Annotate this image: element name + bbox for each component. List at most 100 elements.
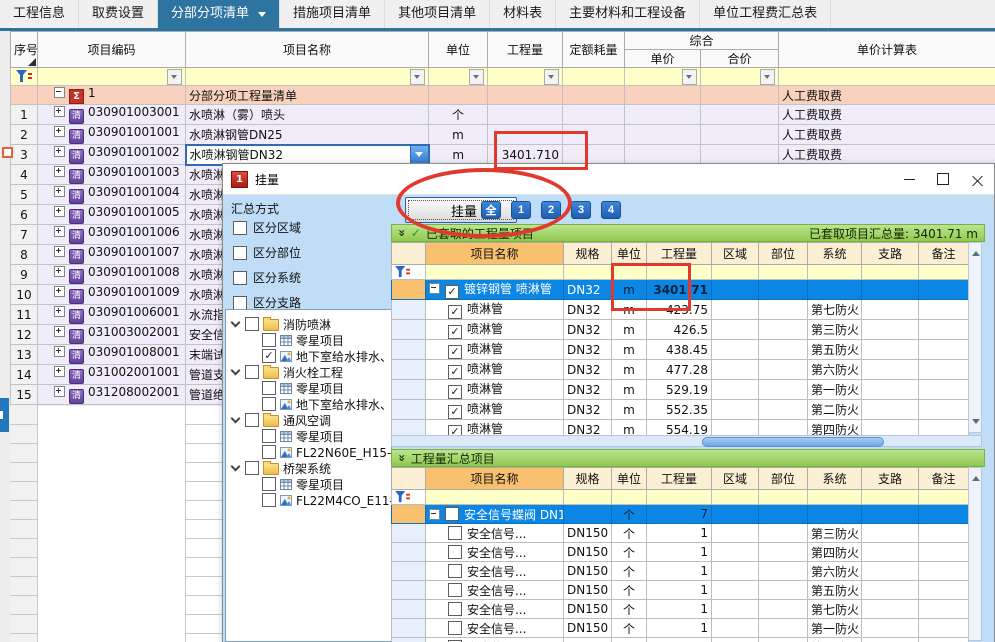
expand-icon[interactable]: [54, 306, 65, 317]
checkbox[interactable]: [233, 220, 247, 235]
fetched-child-row[interactable]: 喷淋管 DN32 m 426.5 第三防火: [391, 319, 969, 340]
expand-icon[interactable]: [54, 206, 65, 217]
option-by-region[interactable]: 区分区域: [233, 219, 301, 236]
fetched-child-row[interactable]: 喷淋管 DN32 m 529.19 第一防火: [391, 379, 969, 400]
fetched-child-row[interactable]: 喷淋管 DN32 m 477.28 第六防火: [391, 359, 969, 380]
col-system[interactable]: 系统: [807, 467, 862, 490]
tree-item[interactable]: 零星项目: [226, 332, 391, 348]
checkbox[interactable]: [262, 333, 276, 347]
collapse-icon[interactable]: [395, 454, 409, 462]
scrollbar-thumb[interactable]: [702, 437, 884, 447]
fetched-child-row[interactable]: 喷淋管 DN32 m 438.45 第五防火: [391, 339, 969, 360]
option-by-system[interactable]: 区分系统: [233, 269, 301, 286]
fetched-child-row[interactable]: 喷淋管 DN32 m 554.19 第四防火: [391, 419, 969, 440]
tab[interactable]: 措施项目清单: [280, 0, 386, 28]
col-header-total[interactable]: 合价: [699, 49, 780, 68]
checkbox[interactable]: [448, 639, 462, 642]
expand-icon[interactable]: [54, 386, 65, 397]
expand-icon[interactable]: [54, 246, 65, 257]
checkbox[interactable]: [262, 397, 276, 411]
checkbox[interactable]: [262, 445, 276, 459]
expand-icon[interactable]: [54, 186, 65, 197]
col-header-seq[interactable]: 序号: [10, 31, 38, 68]
checkbox[interactable]: [233, 295, 247, 310]
summary-section-header[interactable]: 工程量汇总项目: [391, 449, 985, 467]
expand-icon[interactable]: [54, 146, 65, 157]
option-by-part[interactable]: 区分部位: [233, 244, 301, 261]
summary-row[interactable]: 1 分部分项工程量清单 人工费取费: [10, 85, 995, 105]
col-unit[interactable]: 单位: [611, 242, 647, 265]
checkbox[interactable]: [233, 270, 247, 285]
col-header-quota[interactable]: 定额耗量: [562, 31, 625, 68]
checkbox[interactable]: [448, 385, 462, 399]
scroll-up-icon[interactable]: [972, 472, 980, 481]
filter-cell-name[interactable]: [185, 67, 429, 86]
boq-row-selected[interactable]: 3 030901001002 水喷淋钢管DN32 m 3401.710 人工费取…: [10, 143, 995, 166]
maximize-button[interactable]: [926, 167, 960, 191]
checkbox[interactable]: [448, 365, 462, 379]
fetched-section-header[interactable]: 已套取的工程量项目 已套取项目汇总量: 3401.71 m: [391, 224, 985, 242]
checkbox[interactable]: [245, 317, 259, 331]
filter-icon[interactable]: [10, 67, 38, 86]
col-region[interactable]: 区域: [711, 242, 759, 265]
tab[interactable]: 主要材料和工程设备: [556, 0, 701, 28]
checkbox[interactable]: [245, 365, 259, 379]
filter-cell-total[interactable]: [699, 67, 780, 86]
tree-item[interactable]: 地下室给水排水、: [226, 396, 391, 412]
col-spec[interactable]: 规格: [563, 467, 612, 490]
tree-item[interactable]: 零星项目: [226, 476, 391, 492]
checkbox[interactable]: [445, 285, 459, 299]
filter-cell-unit[interactable]: [428, 67, 488, 86]
filter-dropdown-icon[interactable]: [469, 68, 484, 85]
summary-vscrollbar[interactable]: [968, 467, 982, 641]
expand-icon[interactable]: [54, 166, 65, 177]
quick-filter-button[interactable]: 4: [601, 201, 621, 219]
tree-item[interactable]: 零星项目: [226, 428, 391, 444]
boq-row[interactable]: 2 030901001001 水喷淋钢管DN25 m 人工费取费: [10, 124, 995, 145]
filter-cell-price[interactable]: [624, 67, 701, 86]
tab[interactable]: 单位工程费汇总表: [700, 0, 832, 28]
filter-cell-quota[interactable]: [562, 67, 625, 86]
collapse-icon[interactable]: [395, 229, 409, 237]
tab[interactable]: 分部分项清单: [158, 0, 281, 28]
checkbox[interactable]: [245, 461, 259, 475]
col-qty[interactable]: 工程量: [646, 242, 712, 265]
tab[interactable]: 取费设置: [79, 0, 159, 28]
chevron-down-icon[interactable]: [230, 365, 241, 376]
checkbox[interactable]: [262, 477, 276, 491]
fetched-child-row[interactable]: 喷淋管 DN32 m 552.35 第二防火: [391, 399, 969, 420]
col-header-code[interactable]: 项目编码: [37, 31, 186, 68]
expand-icon[interactable]: [54, 286, 65, 297]
checkbox[interactable]: [448, 345, 462, 359]
tree-group[interactable]: 通风空调: [226, 412, 391, 428]
col-note[interactable]: 备注: [918, 242, 969, 265]
expand-icon[interactable]: [54, 266, 65, 277]
summary-child-row[interactable]: 安全信号... DN150 个 1 第二防火: [391, 637, 969, 642]
collapse-expander-icon[interactable]: [429, 283, 440, 294]
checkbox[interactable]: [448, 620, 462, 635]
summary-child-row[interactable]: 安全信号... DN150 个 1 第七防火: [391, 599, 969, 619]
filter-dropdown-icon[interactable]: [167, 68, 182, 85]
col-region[interactable]: 区域: [711, 467, 759, 490]
checkbox[interactable]: [262, 349, 276, 363]
col-unit[interactable]: 单位: [611, 467, 647, 490]
summary-parent-row[interactable]: 安全信号蝶阀 DN150 个 7: [391, 504, 969, 524]
boq-row[interactable]: 1 030901003001 水喷淋（雾）喷头 个 人工费取费: [10, 104, 995, 125]
checkbox[interactable]: [262, 429, 276, 443]
col-branch[interactable]: 支路: [861, 242, 919, 265]
tree-item[interactable]: FL22N60E_H15-空调: [226, 444, 391, 460]
col-name[interactable]: 项目名称: [425, 467, 564, 490]
expand-icon[interactable]: [54, 226, 65, 237]
fetched-hscrollbar[interactable]: [391, 435, 982, 447]
col-part[interactable]: 部位: [758, 242, 808, 265]
quick-filter-button[interactable]: 1: [511, 201, 531, 219]
tab[interactable]: 材料表: [490, 0, 557, 28]
filter-cell-qty[interactable]: [487, 67, 563, 86]
col-name[interactable]: 项目名称: [425, 242, 564, 265]
col-spec[interactable]: 规格: [563, 242, 612, 265]
name-cell-editing[interactable]: 水喷淋钢管DN32: [184, 143, 430, 166]
checkbox[interactable]: [448, 305, 462, 319]
filter-dropdown-icon[interactable]: [410, 68, 425, 85]
summary-child-row[interactable]: 安全信号... DN150 个 1 第五防火: [391, 580, 969, 600]
fetched-child-row[interactable]: 喷淋管 DN32 m 423.75 第七防火: [391, 299, 969, 320]
